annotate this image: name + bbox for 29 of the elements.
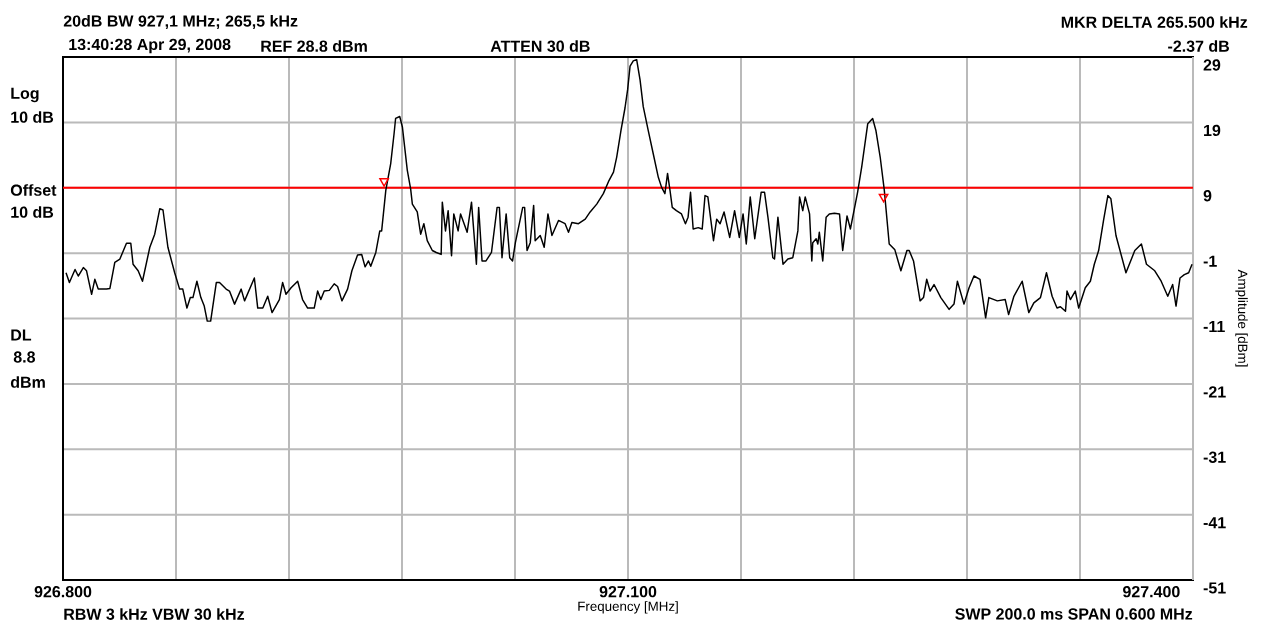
y-tick-label: -1 [1203,255,1217,267]
chart-title: 20dB BW 927,1 MHz; 265,5 kHz [63,14,298,30]
text: 10 dB [11,111,54,123]
text: SWP 200.0 ms SPAN 0.600 MHz [955,608,1193,620]
y-tick-label: 9 [1203,190,1212,202]
y-axis-title: Amplitude [dBm] [1235,269,1248,367]
text: REF 28.8 dBm [261,40,367,52]
text: DL [11,329,32,341]
text: Offset [10,184,57,196]
x-axis-title: Frequency [MHz] [578,601,678,614]
x-tick-label: 927.100 [599,586,657,598]
text: Log [11,87,39,103]
text: dBm [10,376,45,388]
text: 10 dB [11,206,54,218]
x-tick-label: 927.400 [1123,586,1180,598]
text: 13:40:28 Apr 29, 2008 [69,38,231,54]
y-tick-label: -41 [1203,517,1226,529]
y-tick-label: 29 [1203,59,1221,71]
y-tick-label: -31 [1203,451,1226,463]
text: -2.37 dB [1168,40,1229,52]
text: RBW 3 kHz VBW 30 kHz [64,608,245,620]
x-tick-label: 926.800 [34,586,92,598]
y-tick-label: -11 [1203,321,1225,333]
y-tick-label: -21 [1203,386,1226,398]
text: MKR DELTA 265.500 kHz [1061,16,1248,28]
text: ATTEN 30 dB [490,40,590,52]
y-tick-label: -51 [1203,582,1226,594]
text: 8.8 [13,351,36,363]
y-tick-label: 19 [1204,124,1221,137]
